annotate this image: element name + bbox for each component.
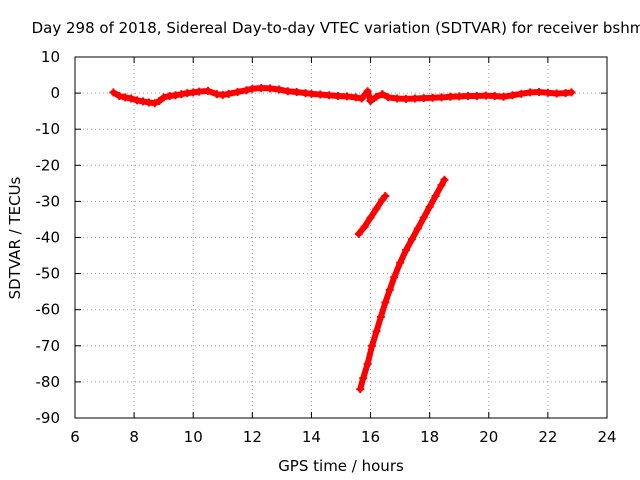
x-tick-label: 16 [361,428,380,446]
y-tick-label: -80 [36,373,61,391]
x-tick-label: 6 [70,428,80,446]
gridlines [75,57,607,418]
data-points [109,84,576,394]
x-axis-label: GPS time / hours [278,457,404,475]
data-point-long-arc [440,175,449,184]
x-tick-label: 10 [184,428,203,446]
y-tick-label: -90 [36,409,61,427]
x-tick-label: 24 [597,428,616,446]
y-tick-label: -20 [36,156,61,174]
x-tick-label: 20 [479,428,498,446]
y-tick-label: -10 [36,120,61,138]
y-tick-label: 10 [41,48,60,66]
chart-title: Day 298 of 2018, Sidereal Day-to-day VTE… [32,19,640,37]
x-tick-label: 22 [538,428,557,446]
y-tick-label: -70 [36,337,61,355]
data-point-short-arc [381,191,390,200]
y-tick-label: 0 [50,84,60,102]
x-tick-label: 18 [420,428,439,446]
x-tick-label: 12 [243,428,262,446]
y-tick-label: -30 [36,192,61,210]
y-tick-label: -40 [36,229,61,247]
axis-ticks [74,56,608,419]
x-tick-label: 8 [129,428,139,446]
y-tick-label: -50 [36,265,61,283]
y-tick-label: -60 [36,301,61,319]
x-tick-label: 14 [302,428,321,446]
y-axis-label: SDTVAR / TECUs [6,176,24,299]
data-point-baseline [567,88,576,97]
tick-labels: 6 8 10 12 14 16 18 20 22 24 10 0 -10 -20 -30 -40 -50 -60 -… [36,48,617,446]
